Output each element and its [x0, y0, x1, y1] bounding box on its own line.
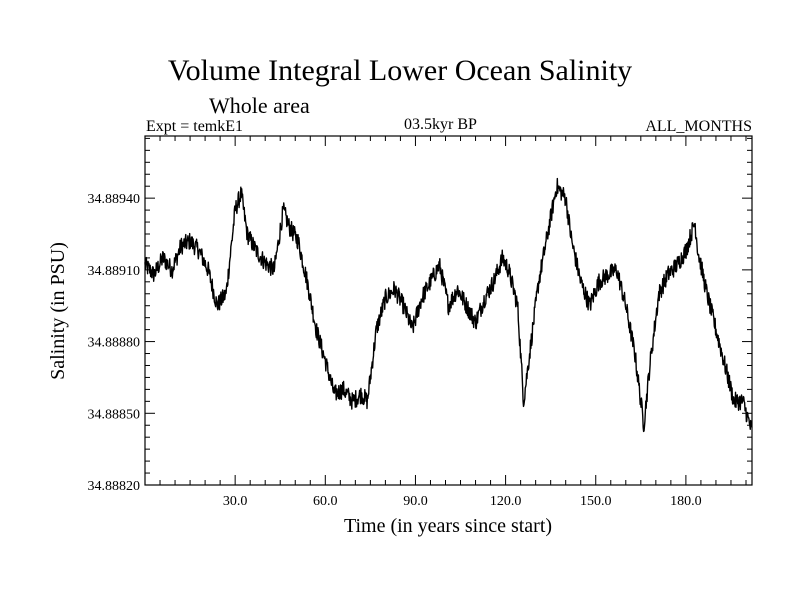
y-tick-label: 34.88940 [88, 192, 141, 207]
y-axis: 34.88820 34.88850 34.88880 34.88910 34.88940 [88, 137, 752, 494]
chart-title: Volume Integral Lower Ocean Salinity [167, 54, 633, 87]
x-axis: 30.0 60.0 90.0 120.0 150.0 180.0 [159, 136, 747, 509]
x-tick-label: 150.0 [580, 494, 612, 509]
x-tick-label: 60.0 [313, 494, 338, 509]
y-tick-label: 34.88850 [88, 407, 141, 422]
x-tick-label: 120.0 [490, 494, 522, 509]
plot-frame [144, 135, 753, 486]
y-tick-label: 34.88880 [88, 336, 141, 351]
y-axis-label: Salinity (in PSU) [47, 242, 69, 380]
experiment-label: Expt = temkE1 [146, 118, 244, 135]
y-tick-label: 34.88820 [88, 479, 141, 494]
period-label: 03.5kyr BP [404, 116, 477, 133]
x-tick-label: 90.0 [403, 494, 428, 509]
salinity-series-line [144, 177, 753, 433]
x-tick-label: 30.0 [223, 494, 248, 509]
months-label: ALL_MONTHS [645, 118, 752, 135]
x-tick-label: 180.0 [670, 494, 702, 509]
chart-subtitle: Whole area [209, 93, 310, 118]
x-axis-label: Time (in years since start) [344, 515, 552, 537]
y-tick-label: 34.88910 [88, 264, 141, 279]
